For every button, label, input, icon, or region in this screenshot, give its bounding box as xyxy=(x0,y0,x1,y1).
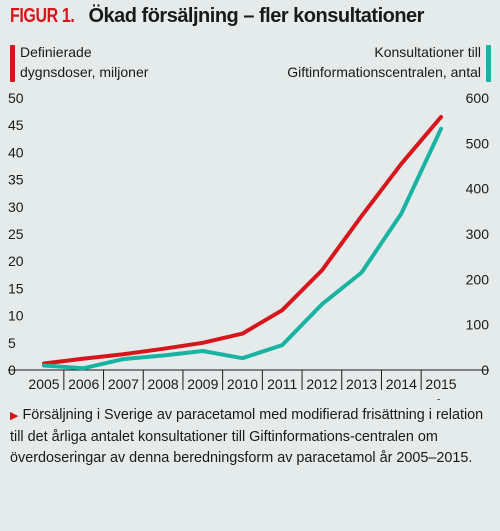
caption-text: Försäljning i Sverige av paracetamol med… xyxy=(10,407,484,466)
y-right-tick-label: 300 xyxy=(466,226,490,242)
x-tick-label: 2011 xyxy=(267,376,297,392)
y-right-tick-label: 100 xyxy=(466,317,490,333)
y-left-tick-label: 0 xyxy=(8,362,16,378)
x-tick-label: 2013 xyxy=(346,376,377,392)
chart-title: FIGUR 1. Ökad försäljning – fler konsulta… xyxy=(10,5,424,28)
y-left-tick-label: 10 xyxy=(8,308,24,324)
left-axis-label-line-2: dygnsdoser, miljoner xyxy=(20,64,149,80)
y-left-tick-label: 20 xyxy=(8,253,24,269)
y-left-tick-label: 40 xyxy=(8,144,24,160)
x-tick-label: 2009 xyxy=(187,376,218,392)
right-axis-label-line-2: Giftinformationscentralen, antal xyxy=(287,64,481,80)
chart-title-text: Ökad försäljning – fler konsultationer xyxy=(88,5,424,27)
x-tick-label: 2010 xyxy=(227,376,258,392)
y-left-tick-label: 25 xyxy=(8,226,24,242)
y-right-tick-label: 600 xyxy=(466,90,490,106)
x-axis-unit: År xyxy=(434,398,448,400)
x-tick-label: 2015 xyxy=(425,376,456,392)
y-right-tick-label: 400 xyxy=(466,181,490,197)
caption-arrow-icon: ▶ xyxy=(10,410,19,422)
figure-tag: FIGUR 1. xyxy=(10,5,75,27)
legend-right-swatch xyxy=(486,45,491,82)
y-right-tick-label: 0 xyxy=(481,362,489,378)
y-left-tick-label: 5 xyxy=(8,335,16,351)
y-left-tick-label: 30 xyxy=(8,199,24,215)
y-left-tick-label: 35 xyxy=(8,172,24,188)
x-tick-label: 2012 xyxy=(306,376,337,392)
x-tick-label: 2006 xyxy=(68,376,99,392)
legend-left: Definierade dygnsdoser, miljoner xyxy=(10,42,148,82)
x-tick-label: 2014 xyxy=(386,376,417,392)
x-tick-label: 2005 xyxy=(28,376,59,392)
y-left-tick-label: 45 xyxy=(8,117,24,133)
y-right-tick-label: 500 xyxy=(466,135,490,151)
x-tick-label: 2007 xyxy=(108,376,139,392)
x-tick-label: 2008 xyxy=(148,376,179,392)
y-left-tick-label: 15 xyxy=(8,280,24,296)
legend-left-swatch xyxy=(10,45,15,82)
left-axis-label-line-1: Definierade xyxy=(20,44,92,60)
right-axis-label-line-1: Konsultationer till xyxy=(374,44,481,60)
y-right-tick-label: 200 xyxy=(466,271,490,287)
legend-right: Konsultationer till Giftinformationscent… xyxy=(287,42,491,82)
y-left-tick-label: 50 xyxy=(8,90,24,106)
caption: ▶ Försäljning i Sverige av paracetamol me… xyxy=(10,405,492,469)
series-line-left xyxy=(42,115,443,366)
chart-svg: 0 5 10 15 20 25 30 35 40 45 50 0 100 200 300 400 500 600… xyxy=(8,90,490,400)
series-line-right xyxy=(42,126,443,371)
